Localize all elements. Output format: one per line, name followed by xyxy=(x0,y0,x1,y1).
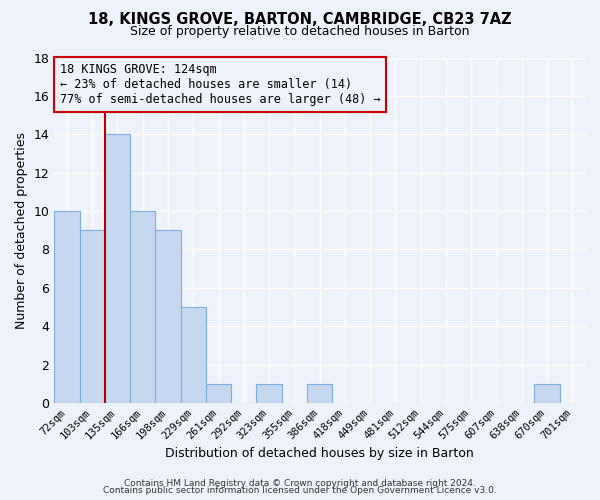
Text: 18 KINGS GROVE: 124sqm
← 23% of detached houses are smaller (14)
77% of semi-det: 18 KINGS GROVE: 124sqm ← 23% of detached… xyxy=(59,62,380,106)
Bar xyxy=(181,307,206,403)
Bar xyxy=(54,211,80,403)
Bar xyxy=(206,384,231,403)
Bar xyxy=(130,211,155,403)
Text: Size of property relative to detached houses in Barton: Size of property relative to detached ho… xyxy=(130,25,470,38)
Bar xyxy=(80,230,105,403)
Text: Contains public sector information licensed under the Open Government Licence v3: Contains public sector information licen… xyxy=(103,486,497,495)
Text: 18, KINGS GROVE, BARTON, CAMBRIDGE, CB23 7AZ: 18, KINGS GROVE, BARTON, CAMBRIDGE, CB23… xyxy=(88,12,512,28)
X-axis label: Distribution of detached houses by size in Barton: Distribution of detached houses by size … xyxy=(165,447,474,460)
Text: Contains HM Land Registry data © Crown copyright and database right 2024.: Contains HM Land Registry data © Crown c… xyxy=(124,478,476,488)
Bar xyxy=(256,384,282,403)
Bar xyxy=(535,384,560,403)
Bar xyxy=(105,134,130,403)
Y-axis label: Number of detached properties: Number of detached properties xyxy=(15,132,28,328)
Bar xyxy=(307,384,332,403)
Bar xyxy=(155,230,181,403)
